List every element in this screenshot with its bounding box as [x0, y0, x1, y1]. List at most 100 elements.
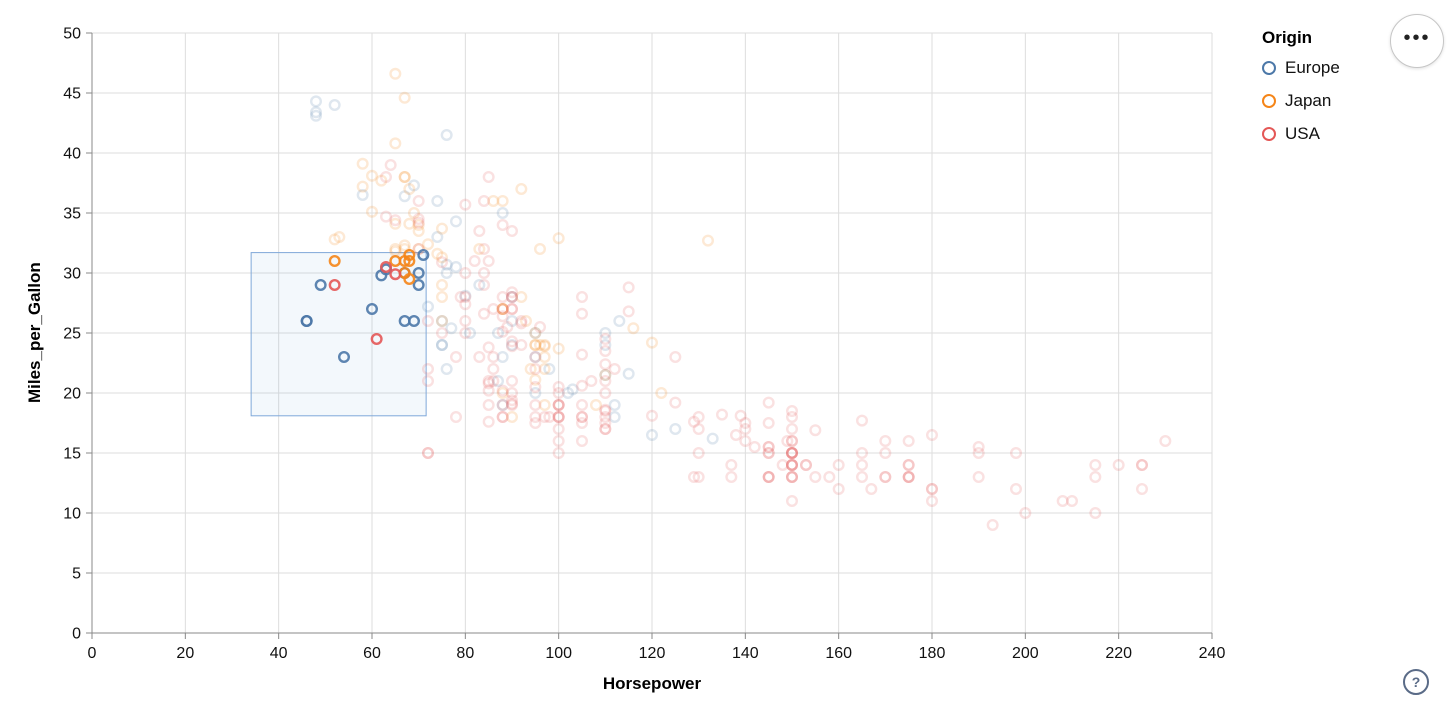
data-point-usa	[786, 471, 799, 484]
data-point-europe	[450, 215, 463, 228]
x-axis-title: Horsepower	[602, 674, 702, 693]
data-point-europe	[622, 367, 635, 380]
data-point-usa	[552, 447, 565, 460]
data-point-europe	[529, 387, 542, 400]
data-point-usa	[1056, 495, 1069, 508]
data-point-selected-europe	[338, 351, 351, 364]
data-point-japan	[646, 336, 659, 349]
data-point-usa	[529, 417, 542, 430]
data-point-usa	[478, 279, 491, 292]
x-tick-label: 220	[1105, 645, 1132, 662]
data-point-usa	[496, 310, 509, 323]
data-point-usa	[786, 471, 799, 484]
data-point-usa	[972, 441, 985, 454]
data-point-europe	[328, 98, 341, 111]
data-point-europe	[506, 339, 519, 352]
data-point-usa	[576, 348, 589, 361]
data-point-usa	[902, 459, 915, 472]
data-point-usa	[482, 415, 495, 428]
data-point-japan	[529, 339, 542, 352]
data-point-usa	[762, 447, 775, 460]
x-tick-label: 40	[270, 645, 288, 662]
data-point-usa	[496, 291, 509, 304]
data-point-usa	[478, 242, 491, 255]
data-point-usa	[1159, 435, 1172, 448]
data-point-usa	[459, 291, 472, 304]
data-point-usa	[487, 363, 500, 376]
data-point-europe	[436, 339, 449, 352]
data-point-japan	[702, 234, 715, 247]
data-point-europe	[529, 351, 542, 364]
data-point-selected-europe	[408, 315, 421, 328]
data-point-usa	[552, 411, 565, 424]
data-point-usa	[515, 317, 528, 330]
data-point-usa	[781, 435, 794, 448]
data-point-usa	[529, 363, 542, 376]
data-point-japan	[515, 291, 528, 304]
y-tick-label: 0	[72, 626, 81, 643]
data-point-usa	[487, 351, 500, 364]
data-point-japan	[487, 194, 500, 207]
data-point-usa	[1135, 483, 1148, 496]
data-point-usa	[529, 381, 542, 394]
help-button[interactable]: ?	[1403, 669, 1429, 695]
data-point-usa	[473, 351, 486, 364]
data-point-usa	[762, 447, 775, 460]
data-point-europe	[436, 339, 449, 352]
data-point-usa	[482, 399, 495, 412]
data-point-japan	[412, 224, 425, 237]
data-point-europe	[398, 190, 411, 203]
more-options-button[interactable]: •••	[1390, 14, 1444, 68]
data-point-usa	[748, 441, 761, 454]
data-point-japan	[398, 170, 411, 183]
data-point-usa	[599, 345, 612, 358]
y-tick-label: 5	[72, 566, 81, 583]
data-point-europe	[440, 363, 453, 376]
data-point-usa	[552, 435, 565, 448]
data-point-selected-europe	[366, 303, 379, 316]
data-point-usa	[902, 471, 915, 484]
data-point-japan	[436, 279, 449, 292]
data-point-japan	[473, 242, 486, 255]
data-point-usa	[496, 384, 509, 397]
data-point-usa	[608, 363, 621, 376]
data-point-japan	[538, 399, 551, 412]
data-point-usa	[879, 471, 892, 484]
data-point-usa	[506, 303, 519, 316]
data-point-europe	[431, 194, 444, 207]
data-point-usa	[902, 471, 915, 484]
data-point-japan	[599, 369, 612, 382]
data-point-japan	[496, 194, 509, 207]
data-point-usa	[515, 339, 528, 352]
y-axis-title: Miles_per_Gallon	[25, 262, 44, 404]
data-point-usa	[478, 267, 491, 280]
data-point-europe	[613, 315, 626, 328]
question-mark-icon: ?	[1411, 674, 1421, 690]
data-point-japan	[375, 174, 388, 187]
data-point-usa	[832, 483, 845, 496]
data-point-usa	[599, 423, 612, 436]
x-tick-label: 160	[825, 645, 852, 662]
data-point-usa	[496, 411, 509, 424]
data-point-europe	[473, 279, 486, 292]
data-point-europe	[646, 429, 659, 442]
data-point-usa	[926, 483, 939, 496]
data-point-usa	[506, 224, 519, 237]
y-tick-label: 30	[63, 266, 81, 283]
data-point-usa	[762, 441, 775, 454]
data-point-europe	[496, 206, 509, 219]
legend-label: Japan	[1285, 91, 1332, 110]
legend-title: Origin	[1262, 28, 1313, 47]
data-point-usa	[786, 435, 799, 448]
data-point-japan	[627, 322, 640, 335]
data-point-usa	[926, 483, 939, 496]
data-point-europe	[436, 315, 449, 328]
ellipsis-icon: •••	[1403, 27, 1431, 49]
data-point-usa	[786, 405, 799, 418]
data-point-usa	[856, 447, 869, 460]
data-point-usa	[1135, 459, 1148, 472]
data-point-japan	[389, 137, 402, 150]
data-point-usa	[762, 441, 775, 454]
